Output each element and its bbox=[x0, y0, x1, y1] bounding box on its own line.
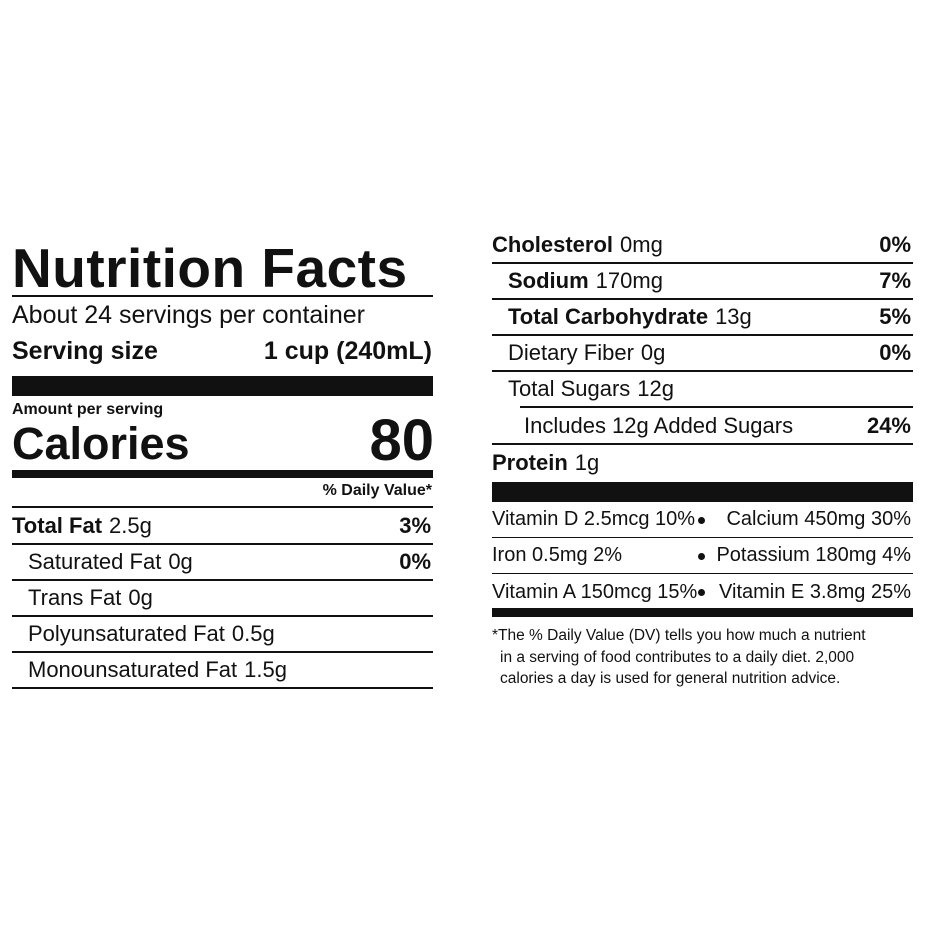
daily-value: 0% bbox=[399, 549, 431, 574]
nutrient-row: Sodium 170mg 7% bbox=[492, 264, 913, 300]
nutrient-amount: 2.5g bbox=[109, 513, 152, 538]
daily-value: 3% bbox=[399, 513, 431, 538]
nutrient-amount: 12g bbox=[637, 376, 675, 401]
daily-value: 5% bbox=[879, 304, 911, 329]
nutrient-amount: 0g bbox=[128, 585, 153, 610]
nutrient-row: Includes 12g Added Sugars 24% bbox=[492, 409, 913, 445]
calories: 80 bbox=[369, 408, 434, 473]
nutrient-name: Cholesterol bbox=[492, 232, 614, 257]
dv-header: % Daily Value* bbox=[322, 482, 432, 499]
nutrient-name: Total Carbohydrate bbox=[508, 304, 709, 329]
daily-value: 24% bbox=[866, 413, 911, 438]
servings: About 24 servings per container bbox=[12, 301, 365, 329]
vitamin-left: Vitamin D 2.5mcg 10% bbox=[492, 508, 696, 530]
nutrient-name: Monounsaturated Fat bbox=[28, 657, 238, 682]
thick-rule bbox=[492, 482, 913, 502]
nutrient-row: Total Sugars 12g bbox=[508, 372, 913, 408]
nutrient-amount: 0.5g bbox=[231, 621, 275, 646]
nutrient-amount: 13g bbox=[715, 304, 752, 329]
calories-label: Calories bbox=[12, 418, 190, 469]
amount-per-serving: Amount per serving bbox=[12, 401, 164, 418]
bullet bbox=[698, 517, 705, 524]
vitamin-row: Iron 0.5mg 2% Potassium 180mg 4% bbox=[492, 538, 913, 574]
footnote-line: in a serving of food contributes to a da… bbox=[500, 648, 855, 666]
nutrient-row: Total Carbohydrate 13g 5% bbox=[492, 300, 913, 336]
nutrient-amount: 1.5g bbox=[244, 657, 287, 682]
nutrient-row: Saturated Fat 0g 0% bbox=[12, 545, 433, 581]
nutrient-name: Saturated Fat bbox=[28, 549, 162, 574]
bullet bbox=[698, 553, 705, 560]
vitamin-row: Vitamin D 2.5mcg 10% Calcium 450mg 30% bbox=[492, 502, 913, 538]
nutrient-amount: 0g bbox=[640, 340, 666, 365]
nutrient-amount: 0mg bbox=[620, 232, 663, 257]
nutrient-name: Sodium bbox=[508, 268, 589, 293]
nutrient-amount: 1g bbox=[574, 450, 600, 475]
nutrient-name: Dietary Fiber bbox=[508, 340, 634, 365]
daily-value: 0% bbox=[879, 232, 911, 257]
nutrient-amount: 0g bbox=[168, 549, 193, 574]
serving-size-label: Serving size bbox=[12, 337, 158, 365]
medium-rule bbox=[492, 608, 913, 617]
nutrient-amount: 170mg bbox=[595, 268, 663, 293]
nutrient-name: Total Sugars bbox=[508, 376, 631, 401]
nutrient-row: Protein 1g bbox=[492, 445, 913, 481]
nutrient-row: Cholesterol 0mg 0% bbox=[492, 228, 913, 264]
footnote-line: calories a day is used for general nutri… bbox=[500, 670, 841, 687]
daily-value: 0% bbox=[879, 340, 911, 365]
nutrient-name: Includes 12g Added Sugars bbox=[524, 413, 794, 438]
nutrient-name: Trans Fat bbox=[28, 585, 122, 610]
title: Nutrition Facts bbox=[12, 237, 408, 299]
nutrient-row: Total Fat 2.5g 3% bbox=[12, 509, 433, 545]
nutrient-row: Trans Fat 0g bbox=[12, 581, 433, 617]
vitamin-left: Vitamin A 150mcg 15% bbox=[492, 580, 698, 603]
vitamin-left: Iron 0.5mg 2% bbox=[492, 544, 623, 566]
bullet bbox=[698, 589, 705, 596]
nutrient-name: Protein bbox=[492, 450, 568, 475]
nutrient-name: Polyunsaturated Fat bbox=[28, 621, 225, 646]
vitamin-row: Vitamin A 150mcg 15% Vitamin E 3.8mg 25% bbox=[492, 574, 913, 610]
nutrient-row: Polyunsaturated Fat 0.5g bbox=[12, 617, 433, 653]
footnote-line: *The % Daily Value (DV) tells you how mu… bbox=[492, 627, 866, 644]
nutrient-row: Dietary Fiber 0g 0% bbox=[492, 336, 913, 372]
serving-size: 1 cup (240mL) bbox=[263, 337, 432, 365]
vitamin-right: Vitamin E 3.8mg 25% bbox=[719, 580, 911, 603]
medium-rule bbox=[12, 470, 433, 478]
rule bbox=[12, 295, 433, 297]
vitamin-right: Potassium 180mg 4% bbox=[716, 544, 911, 566]
daily-value: 7% bbox=[879, 268, 911, 293]
thick-rule bbox=[12, 376, 433, 396]
nutrient-name: Total Fat bbox=[12, 513, 103, 538]
nutrient-row: Monounsaturated Fat 1.5g bbox=[12, 653, 433, 689]
rule bbox=[12, 506, 433, 508]
vitamin-right: Calcium 450mg 30% bbox=[726, 508, 911, 530]
